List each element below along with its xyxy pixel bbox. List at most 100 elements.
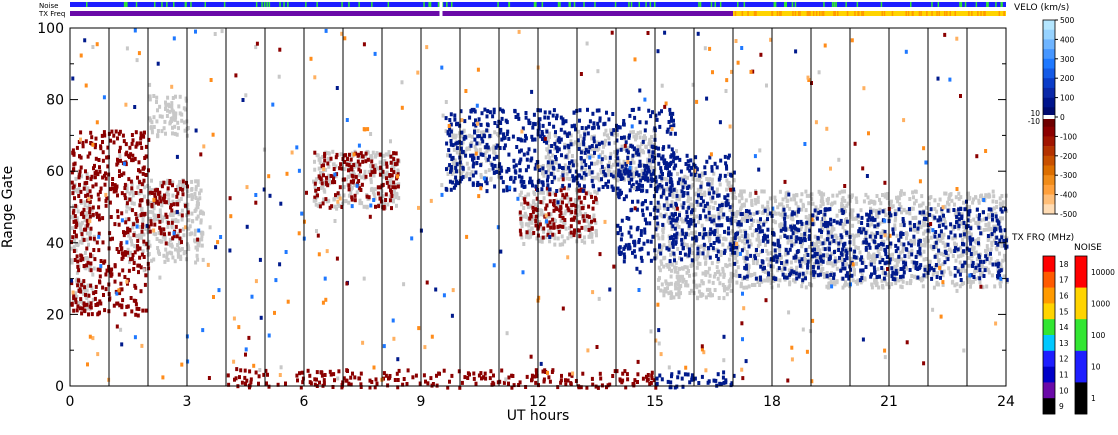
scatter-cell bbox=[820, 220, 824, 224]
scatter-cell bbox=[649, 165, 653, 170]
scatter-cell bbox=[694, 272, 698, 277]
scatter-cell bbox=[622, 163, 626, 168]
scatter-cell bbox=[717, 269, 721, 274]
scatter-cell bbox=[89, 130, 93, 135]
scatter-cell bbox=[540, 239, 544, 244]
scatter-cell bbox=[486, 109, 490, 114]
scatter-cell bbox=[713, 214, 717, 219]
scatter-cell bbox=[138, 203, 142, 208]
scatter-cell bbox=[460, 171, 464, 176]
scatter-cell bbox=[676, 171, 679, 176]
scatter-cell bbox=[741, 217, 744, 222]
scatter-cell bbox=[820, 226, 824, 230]
txfreq-mark bbox=[926, 11, 928, 16]
scatter-cell bbox=[492, 150, 496, 155]
scatter-cell bbox=[721, 266, 725, 271]
scatter-cell bbox=[92, 291, 96, 296]
scatter-cell bbox=[641, 376, 645, 381]
scatter-cell bbox=[726, 193, 730, 198]
scatter-cell bbox=[547, 163, 551, 168]
scatter-cell bbox=[158, 219, 162, 224]
scatter-cell bbox=[561, 224, 565, 229]
scatter-cell bbox=[80, 254, 84, 259]
scatter-cell bbox=[70, 246, 74, 251]
scatter-cell bbox=[995, 199, 998, 204]
scatter-cell bbox=[91, 272, 95, 277]
scatter-cell bbox=[607, 160, 611, 165]
scatter-cell bbox=[595, 108, 599, 113]
scatter-cell bbox=[559, 175, 563, 179]
scatter-cell bbox=[531, 200, 535, 205]
scatter-cell bbox=[699, 196, 703, 200]
txfreq-mark bbox=[883, 11, 886, 16]
scatter-cell bbox=[879, 246, 883, 251]
scatter-cell bbox=[617, 193, 621, 198]
scatter-cell bbox=[898, 202, 902, 207]
scatter-cell bbox=[967, 230, 971, 235]
scatter-cell bbox=[637, 182, 641, 187]
scatter-cell bbox=[750, 223, 754, 227]
scatter-cell bbox=[679, 217, 683, 222]
scatter-cell bbox=[197, 201, 200, 206]
scatter-cell bbox=[174, 115, 178, 120]
scatter-cell bbox=[661, 222, 665, 227]
scatter-cell bbox=[582, 235, 586, 240]
scatter-cell bbox=[392, 157, 396, 162]
scatter-cell bbox=[641, 212, 645, 217]
scatter-cell bbox=[357, 179, 361, 183]
noise-mark bbox=[986, 2, 988, 7]
scatter-cell bbox=[742, 202, 746, 207]
scatter-cell bbox=[754, 250, 758, 255]
scatter-cell bbox=[157, 201, 160, 206]
scatter-cell bbox=[558, 242, 562, 247]
scatter-cell bbox=[164, 212, 168, 217]
scatter-cell bbox=[510, 385, 514, 390]
scatter-cell bbox=[985, 244, 989, 249]
scatter-cell bbox=[1000, 244, 1004, 249]
scatter-cell bbox=[479, 122, 483, 127]
scatter-cell bbox=[922, 219, 925, 224]
scatter-cell bbox=[98, 268, 102, 273]
scatter-cell bbox=[778, 278, 782, 283]
scatter-cell bbox=[730, 190, 734, 195]
scatter-cell bbox=[329, 372, 333, 377]
scatter-cell bbox=[658, 243, 662, 248]
scatter-cell bbox=[895, 233, 899, 238]
scatter-cell bbox=[975, 262, 979, 267]
scatter-cell bbox=[138, 246, 142, 251]
scatter-cell bbox=[91, 205, 95, 210]
scatter-cell bbox=[615, 132, 619, 137]
scatter-cell bbox=[672, 251, 676, 256]
scatter-cell bbox=[169, 116, 173, 121]
scatter-cell bbox=[661, 172, 664, 176]
noise-mark bbox=[125, 2, 127, 7]
scatter-cell bbox=[385, 176, 388, 181]
scatter-cell bbox=[783, 260, 786, 265]
scatter-cell bbox=[873, 260, 877, 265]
scatter-cell bbox=[796, 205, 800, 210]
scatter-cell bbox=[654, 385, 658, 390]
scatter-cell bbox=[676, 286, 680, 291]
scatter-cell bbox=[695, 214, 698, 219]
scatter-cell bbox=[520, 175, 524, 180]
scatter-cell bbox=[747, 265, 751, 270]
scatter-cell bbox=[844, 280, 847, 285]
scatter-cell bbox=[911, 206, 915, 211]
scatter-cell bbox=[125, 150, 129, 155]
scatter-cell bbox=[722, 272, 726, 277]
scatter-cell bbox=[530, 232, 534, 237]
scatter-cell bbox=[760, 189, 764, 194]
scatter-cell bbox=[464, 174, 468, 179]
scatter-cell bbox=[538, 168, 542, 172]
scatter-cell bbox=[518, 380, 522, 385]
scatter-cell bbox=[691, 236, 695, 241]
scatter-cell bbox=[646, 160, 650, 165]
scatter-cell bbox=[150, 258, 154, 263]
scatter-cell bbox=[895, 259, 899, 264]
scatter-cell bbox=[128, 228, 132, 233]
scatter-cell bbox=[672, 166, 676, 171]
scatter-cell bbox=[375, 381, 379, 386]
scatter-cell bbox=[318, 156, 322, 161]
scatter-cell bbox=[635, 187, 638, 192]
scatter-cell bbox=[120, 303, 124, 308]
